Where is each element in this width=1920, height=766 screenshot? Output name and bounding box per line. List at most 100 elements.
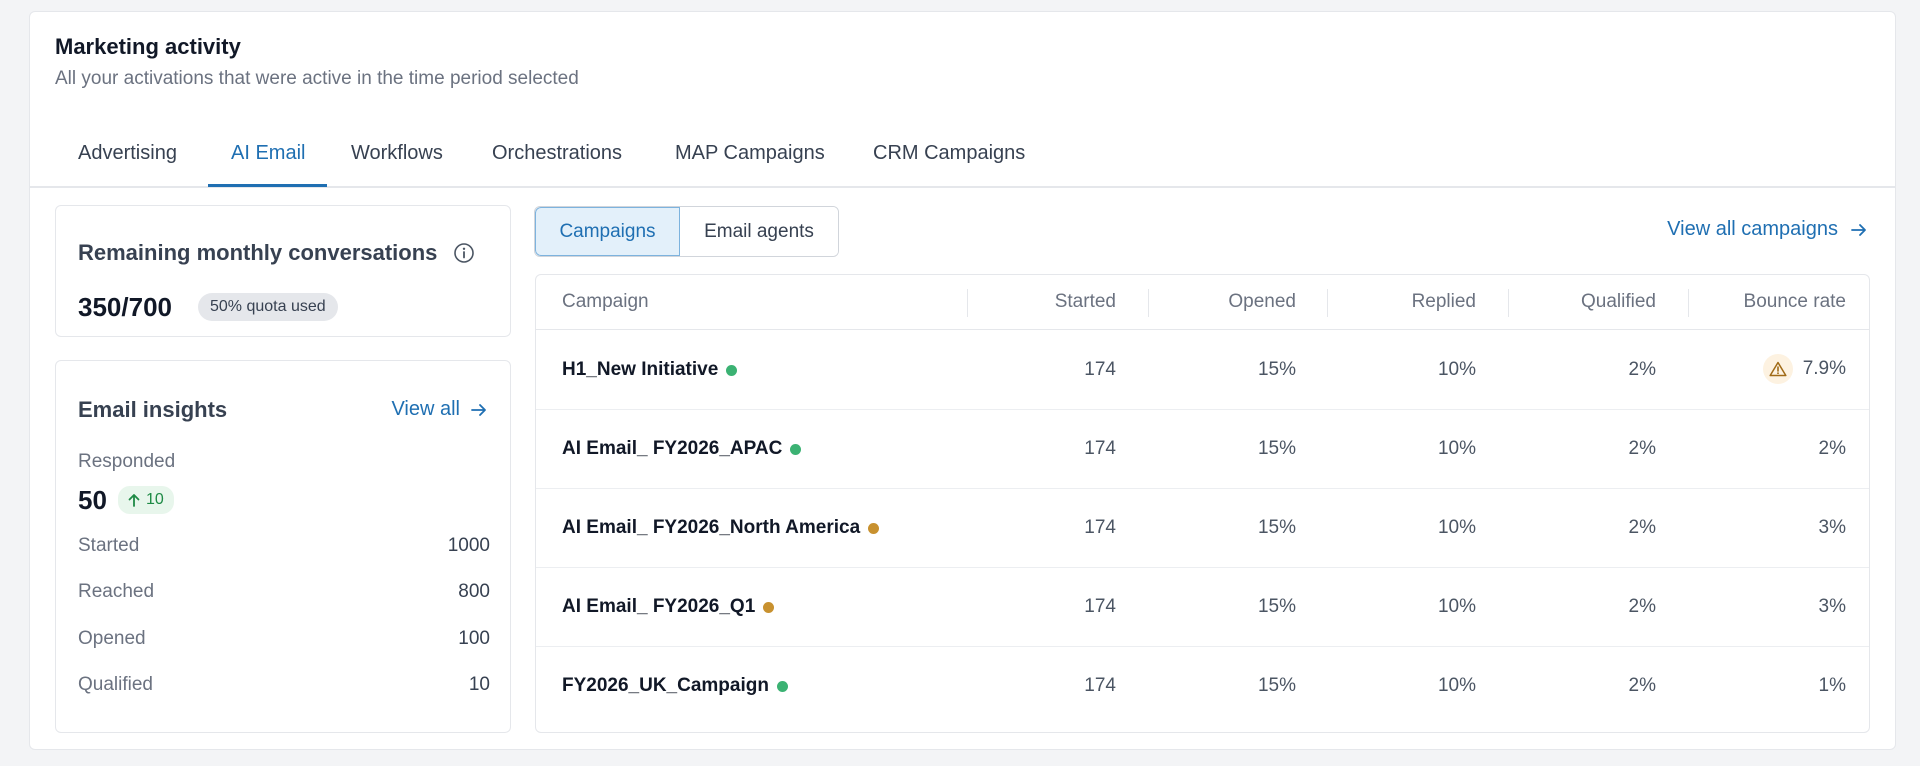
view-all-campaigns-label: View all campaigns: [1667, 218, 1838, 240]
replied-cell: 10%: [1437, 596, 1476, 617]
column-divider: [1148, 289, 1149, 317]
campaigns-table: Campaign Started Opened Replied Qualifie…: [535, 274, 1870, 733]
responded-label: Responded: [78, 451, 176, 472]
quota-panel: Remaining monthly conversations 350/700 …: [55, 205, 511, 337]
view-all-link[interactable]: View all: [391, 398, 488, 421]
quota-value: 350/700: [78, 292, 172, 322]
campaign-name[interactable]: FY2026_UK_Campaign: [562, 675, 788, 697]
campaign-name-label: AI Email_ FY2026_Q1: [562, 596, 756, 617]
column-header-replied[interactable]: Replied: [1411, 291, 1476, 312]
metric-label: Qualified: [78, 674, 153, 695]
bounce-rate-cell: 1%: [1818, 675, 1846, 696]
column-header-bounce-rate[interactable]: Bounce rate: [1743, 291, 1846, 312]
campaign-view-toggle: Campaigns Email agents: [534, 206, 839, 257]
bounce-rate-cell: 2%: [1818, 438, 1846, 459]
table-row[interactable]: AI Email_ FY2026_North America 174 15% 1…: [536, 489, 1869, 568]
tab-ai-email[interactable]: AI Email: [231, 142, 306, 164]
column-divider: [1508, 289, 1509, 317]
table-row[interactable]: AI Email_ FY2026_APAC 174 15% 10% 2% 2%: [536, 410, 1869, 489]
status-dot-orange: [763, 601, 775, 613]
tab-map-campaigns[interactable]: MAP Campaigns: [675, 142, 825, 164]
campaign-name-label: H1_New Initiative: [562, 359, 719, 380]
warning-icon[interactable]: [1762, 354, 1793, 384]
campaign-name[interactable]: AI Email_ FY2026_Q1: [562, 596, 775, 618]
column-divider: [1327, 289, 1328, 317]
qualified-cell: 2%: [1628, 675, 1656, 696]
qualified-cell: 2%: [1628, 596, 1656, 617]
status-dot-green: [790, 443, 802, 455]
started-cell: 174: [1084, 359, 1116, 380]
started-cell: 174: [1084, 438, 1116, 459]
bounce-rate-cell: 3%: [1818, 517, 1846, 538]
started-cell: 174: [1084, 596, 1116, 617]
view-all-campaigns-link[interactable]: View all campaigns: [1667, 218, 1868, 241]
email-agents-toggle-button[interactable]: Email agents: [680, 207, 838, 256]
insights-title: Email insights: [78, 397, 228, 422]
tab-workflows[interactable]: Workflows: [351, 142, 443, 164]
arrow-right-icon: [1851, 223, 1866, 236]
metric-row-started: Started 1000: [78, 535, 490, 557]
campaign-name[interactable]: H1_New Initiative: [562, 359, 738, 381]
column-divider: [1688, 289, 1689, 317]
column-header-started[interactable]: Started: [1054, 291, 1116, 312]
table-header: Campaign Started Opened Replied Qualifie…: [536, 275, 1869, 330]
metric-row-qualified: Qualified 10: [78, 674, 490, 696]
table-row[interactable]: FY2026_UK_Campaign 174 15% 10% 2% 1%: [536, 647, 1869, 726]
metric-row-reached: Reached 800: [78, 581, 490, 603]
started-cell: 174: [1084, 675, 1116, 696]
bounce-rate-cell: 3%: [1818, 596, 1846, 617]
metric-value: 800: [458, 581, 490, 602]
opened-cell: 15%: [1257, 438, 1296, 459]
tab-bar: Advertising AI Email Workflows Orchestra…: [30, 130, 1895, 188]
view-all-label: View all: [391, 398, 460, 420]
page-subtitle: All your activations that were active in…: [55, 68, 579, 89]
active-tab-indicator: [208, 184, 327, 187]
table-row[interactable]: AI Email_ FY2026_Q1 174 15% 10% 2% 3%: [536, 568, 1869, 647]
arrow-right-icon: [471, 403, 486, 416]
tab-orchestrations[interactable]: Orchestrations: [492, 142, 623, 164]
metric-label: Reached: [78, 581, 155, 602]
replied-cell: 10%: [1437, 675, 1476, 696]
metric-value: 100: [458, 628, 490, 649]
status-dot-green: [726, 364, 738, 376]
replied-cell: 10%: [1437, 517, 1476, 538]
status-dot-orange: [868, 522, 880, 534]
tab-advertising[interactable]: Advertising: [78, 142, 177, 164]
opened-cell: 15%: [1257, 596, 1296, 617]
metric-value: 10: [468, 674, 490, 695]
arrow-up-icon: [128, 494, 140, 507]
opened-cell: 15%: [1257, 517, 1296, 538]
qualified-cell: 2%: [1628, 438, 1656, 459]
replied-cell: 10%: [1437, 359, 1476, 380]
table-row[interactable]: H1_New Initiative 174 15% 10% 2% 7.9%: [536, 331, 1869, 410]
qualified-cell: 2%: [1628, 359, 1656, 380]
info-icon[interactable]: [453, 242, 475, 264]
status-dot-green: [776, 680, 788, 692]
quota-title: Remaining monthly conversations: [78, 240, 438, 265]
campaigns-toggle-button[interactable]: Campaigns: [535, 207, 680, 256]
campaign-name[interactable]: AI Email_ FY2026_North America: [562, 517, 880, 539]
tab-crm-campaigns[interactable]: CRM Campaigns: [873, 142, 1026, 164]
metric-row-opened: Opened 100: [78, 628, 490, 650]
column-header-qualified[interactable]: Qualified: [1581, 291, 1656, 312]
responded-value: 50: [78, 485, 107, 515]
column-header-campaign[interactable]: Campaign: [562, 291, 649, 312]
started-cell: 174: [1084, 517, 1116, 538]
replied-cell: 10%: [1437, 438, 1476, 459]
responded-delta-badge: 10: [118, 486, 174, 514]
bounce-rate-cell: 7.9%: [1686, 354, 1846, 384]
campaign-name-label: FY2026_UK_Campaign: [562, 675, 769, 696]
qualified-cell: 2%: [1628, 517, 1656, 538]
campaign-name-label: AI Email_ FY2026_North America: [562, 517, 861, 538]
column-header-opened[interactable]: Opened: [1228, 291, 1296, 312]
campaign-name-label: AI Email_ FY2026_APAC: [562, 438, 783, 459]
campaign-name[interactable]: AI Email_ FY2026_APAC: [562, 438, 802, 460]
opened-cell: 15%: [1257, 359, 1296, 380]
metric-label: Started: [78, 535, 140, 556]
quota-badge: 50% quota used: [198, 293, 338, 321]
marketing-activity-card: Marketing activity All your activations …: [29, 11, 1896, 750]
page-title: Marketing activity: [55, 34, 241, 59]
metric-value: 1000: [447, 535, 490, 556]
metric-label: Opened: [78, 628, 146, 649]
bounce-rate-value: 7.9%: [1802, 358, 1846, 379]
